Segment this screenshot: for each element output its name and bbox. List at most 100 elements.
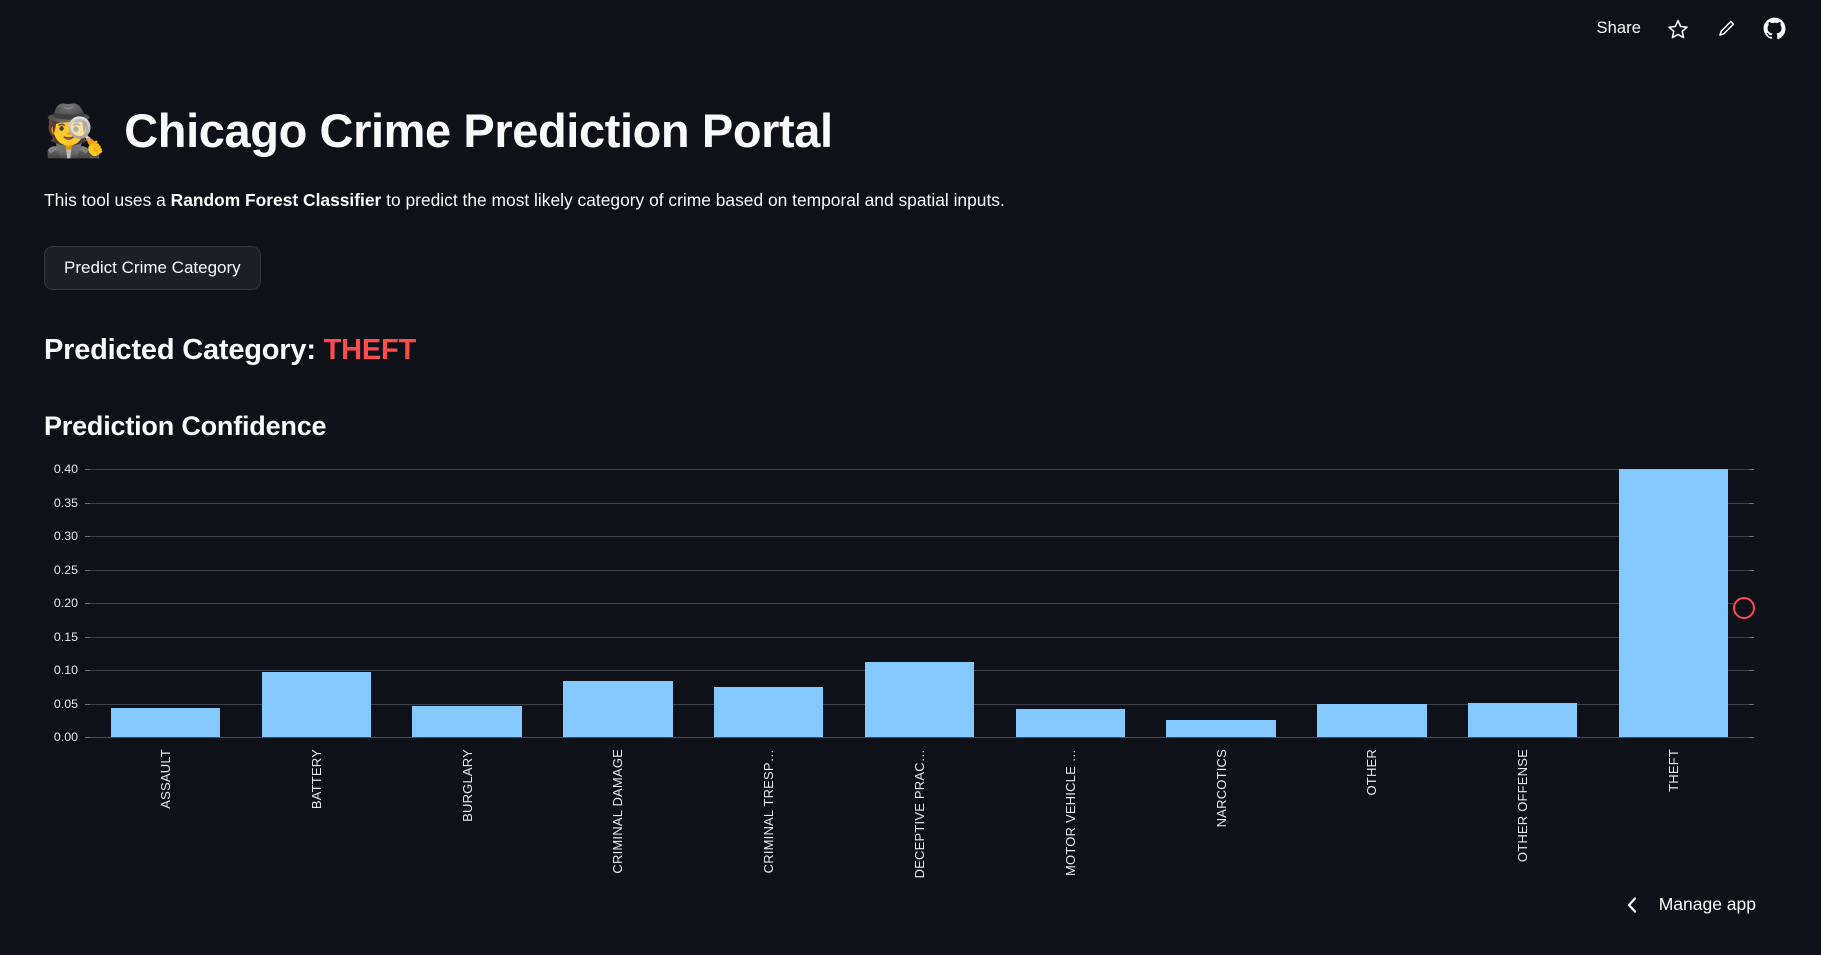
chart-plot-area: 0.40 0.35 0.30 0.25 0.20 0.15 0.10 0.05 0.00 ASS…: [44, 462, 1754, 929]
intro-model-name: Random Forest Classifier: [170, 190, 382, 211]
chart-y-tick-mark: [1749, 569, 1754, 571]
chart-bar[interactable]: [1317, 703, 1427, 738]
predict-crime-category-button[interactable]: Predict Crime Category: [44, 246, 261, 291]
chart-y-tick-mark: [1749, 636, 1754, 638]
chart-y-axis: 0.40 0.35 0.30 0.25 0.20 0.15 0.10 0.05 0.00: [44, 462, 86, 744]
top-toolbar: Share: [1594, 0, 1821, 57]
chart-y-tick-label: 0.25: [53, 562, 78, 577]
chart-x-label-slot: OTHER OFFENSE: [1447, 739, 1598, 929]
chart-y-tick-mark: [1749, 469, 1754, 471]
chart-gridline: [90, 469, 1749, 471]
chart-y-tick-mark: [1749, 737, 1754, 739]
chart-y-tick-mark: [85, 636, 90, 638]
intro-suffix: to predict the most likely category of c…: [381, 190, 1005, 211]
chart-bar[interactable]: [1468, 702, 1578, 738]
chart-x-axis: ASSAULT BATTERY BURGLARY CRIMINAL DAMAGE CRI…: [90, 739, 1749, 929]
chevron-left-icon: [1625, 896, 1641, 913]
chart-bar-slot: [995, 469, 1146, 738]
chart-x-tick-label: NARCOTICS: [1213, 749, 1229, 828]
chart-bar-slot: [1447, 469, 1598, 738]
chart-gridline: [90, 603, 1749, 605]
chart-bar[interactable]: [412, 706, 522, 738]
chart-x-tick-label: DECEPTIVE PRAC…: [911, 749, 927, 879]
chart-bar[interactable]: [261, 672, 371, 738]
chart-bar-slot: [241, 469, 392, 738]
chart-bar-slot: [693, 469, 844, 738]
chart-y-tick-mark: [85, 670, 90, 672]
prediction-confidence-heading: Prediction Confidence: [44, 411, 327, 442]
chart-y-tick-label: 0.15: [53, 629, 78, 644]
chart-x-label-slot: MOTOR VEHICLE …: [995, 739, 1146, 929]
chart-x-tick-label: ASSAULT: [157, 749, 173, 809]
status-indicator-dot: [1733, 597, 1755, 620]
manage-app-button[interactable]: Manage app: [1625, 894, 1756, 915]
detective-emoji: 🕵️: [44, 103, 107, 160]
chart-bar-slot: [1598, 469, 1749, 738]
prediction-confidence-chart: 0.40 0.35 0.30 0.25 0.20 0.15 0.10 0.05 0.00 ASS…: [44, 462, 1755, 929]
github-icon[interactable]: [1761, 16, 1787, 42]
chart-bar[interactable]: [864, 661, 975, 738]
page-title: Chicago Crime Prediction Portal: [124, 104, 833, 157]
chart-bar-slot: [1297, 469, 1448, 738]
chart-bar[interactable]: [1166, 719, 1276, 738]
chart-y-tick-label: 0.05: [53, 696, 78, 711]
chart-y-tick-mark: [85, 469, 90, 471]
star-icon[interactable]: [1665, 16, 1691, 42]
chart-bar[interactable]: [563, 680, 673, 738]
main-content: 🕵️ Chicago Crime Prediction Portal This …: [44, 0, 1756, 929]
chart-y-tick-mark: [85, 703, 90, 705]
chart-y-tick-label: 0.10: [53, 663, 78, 678]
chart-bar-slot: [1146, 469, 1297, 738]
chart-gridline: [90, 737, 1749, 739]
chart-bar[interactable]: [1618, 469, 1729, 738]
predicted-category-value: THEFT: [323, 334, 417, 367]
chart-y-tick-label: 0.00: [53, 730, 78, 745]
chart-bar-slot: [542, 469, 693, 738]
chart-y-tick-mark: [1749, 536, 1754, 538]
predicted-category-label: Predicted Category:: [44, 334, 324, 367]
chart-y-tick-mark: [1749, 670, 1754, 672]
chart-x-label-slot: DECEPTIVE PRAC…: [844, 739, 995, 929]
chart-x-label-slot: NARCOTICS: [1146, 739, 1297, 929]
chart-bar-slot: [844, 469, 995, 738]
chart-y-tick-mark: [85, 603, 90, 605]
chart-y-tick-mark: [85, 737, 90, 739]
chart-gridline: [90, 536, 1749, 538]
chart-gridline: [90, 569, 1749, 571]
pencil-edit-icon[interactable]: [1713, 16, 1739, 42]
predicted-category-heading: Predicted Category: THEFT: [44, 334, 1744, 367]
chart-bar[interactable]: [713, 686, 824, 738]
chart-gridline: [90, 636, 1749, 638]
chart-x-label-slot: BATTERY: [241, 739, 392, 929]
chart-bar-slot: [392, 469, 543, 738]
chart-y-tick-label: 0.20: [53, 596, 78, 611]
chart-bar[interactable]: [1015, 708, 1125, 738]
intro-prefix: This tool uses a: [44, 190, 171, 211]
chart-bar[interactable]: [110, 708, 221, 738]
chart-y-tick-mark: [1749, 502, 1754, 504]
manage-app-label: Manage app: [1658, 894, 1756, 915]
chart-bar-slot: [90, 469, 241, 738]
chart-x-tick-label: THEFT: [1666, 749, 1682, 792]
page-title-row: 🕵️ Chicago Crime Prediction Portal: [44, 104, 1744, 158]
chart-x-tick-label: BURGLARY: [459, 749, 475, 822]
chart-x-tick-label: BATTERY: [308, 749, 324, 810]
intro-text: This tool uses a Random Forest Classifie…: [44, 187, 1744, 214]
chart-x-tick-label: CRIMINAL DAMAGE: [610, 749, 626, 874]
chart-y-tick-mark: [85, 536, 90, 538]
chart-x-label-slot: CRIMINAL DAMAGE: [542, 739, 693, 929]
chart-y-tick-mark: [85, 569, 90, 571]
chart-y-tick-label: 0.30: [53, 529, 78, 544]
chart-y-tick-label: 0.40: [53, 462, 78, 477]
chart-y-tick-label: 0.35: [53, 495, 78, 510]
share-button[interactable]: Share: [1594, 15, 1643, 42]
chart-x-tick-label: OTHER OFFENSE: [1515, 749, 1531, 863]
chart-x-label-slot: ASSAULT: [90, 739, 241, 929]
chart-x-label-slot: CRIMINAL TRESP…: [693, 739, 844, 929]
chart-y-tick-mark: [1749, 703, 1754, 705]
chart-x-tick-label: CRIMINAL TRESP…: [761, 749, 777, 874]
chart-x-tick-label: MOTOR VEHICLE …: [1062, 749, 1078, 877]
chart-x-label-slot: BURGLARY: [392, 739, 543, 929]
chart-x-label-slot: OTHER: [1297, 739, 1448, 929]
